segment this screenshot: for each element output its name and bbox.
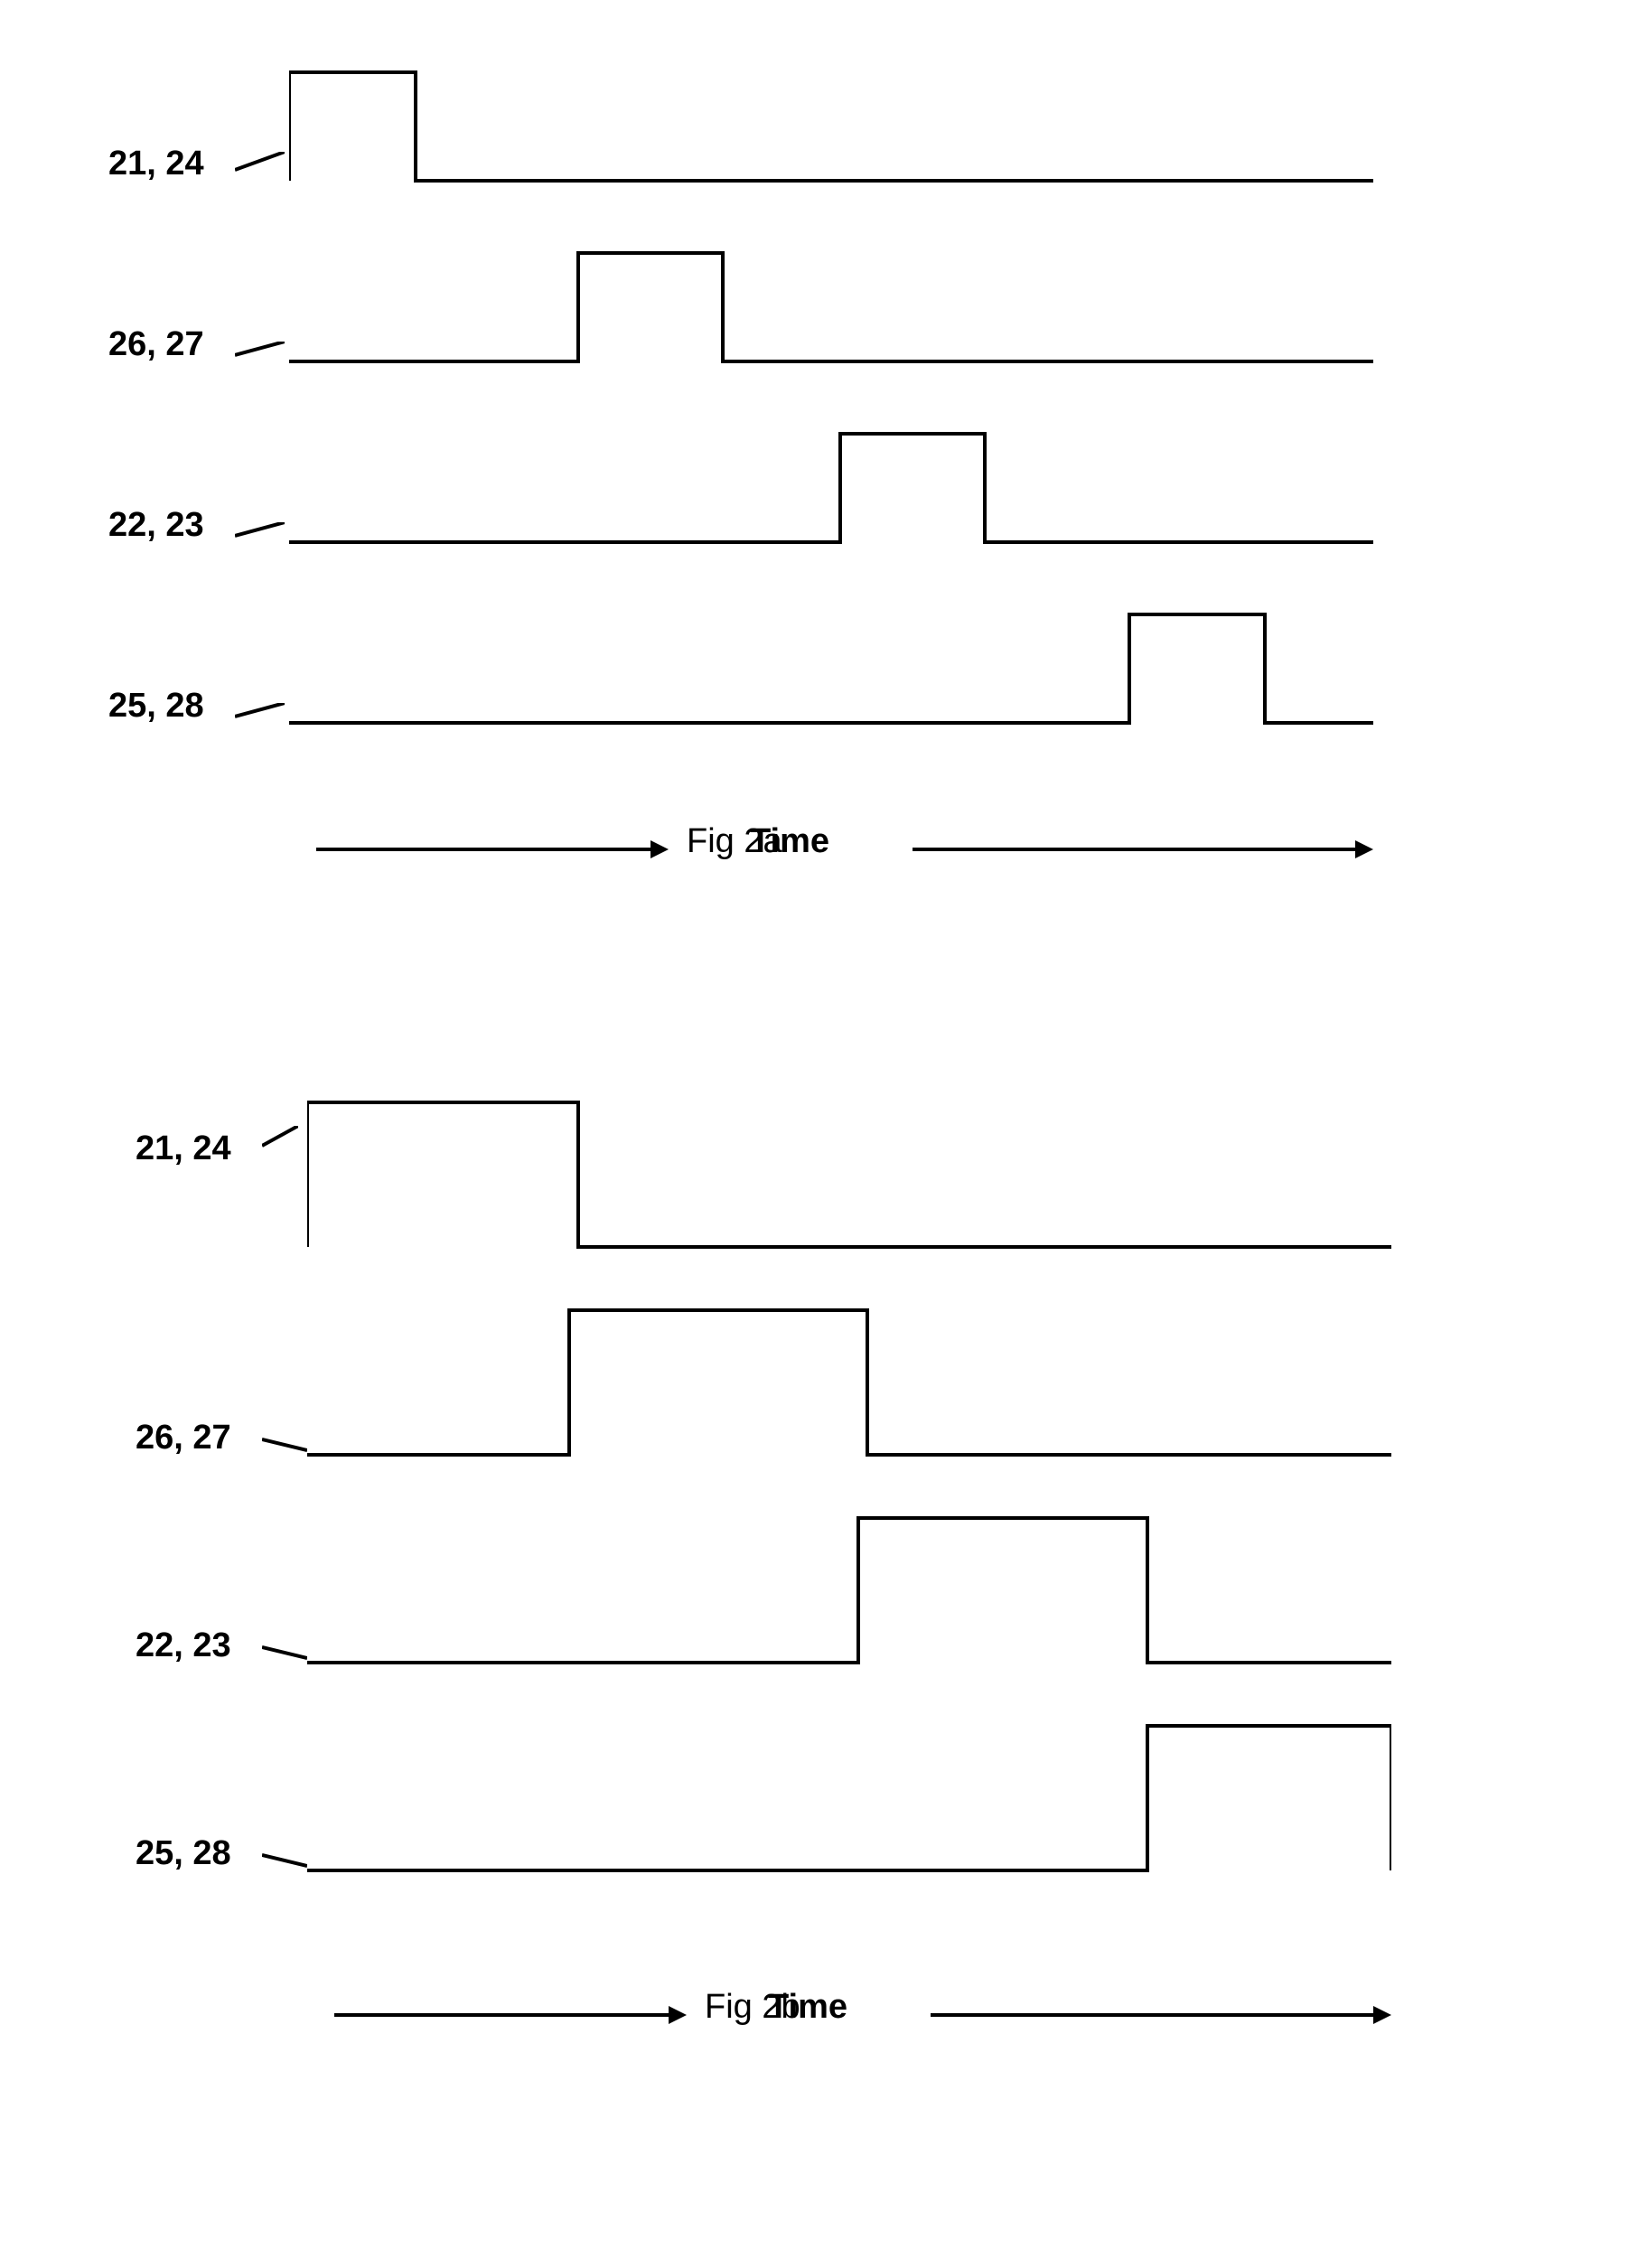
signal-row-b1: 26, 27: [0, 1292, 1638, 1491]
label-tick-1: [235, 342, 285, 358]
label-tick-0: [235, 152, 285, 173]
waveform-1: [289, 235, 1373, 380]
signal-label-0: 21, 24: [108, 145, 204, 183]
waveform-b3: [307, 1708, 1391, 1888]
signal-label-b3: 25, 28: [136, 1834, 231, 1873]
waveform-b2: [307, 1500, 1391, 1681]
time-arrow-left-b: [334, 2001, 687, 2029]
time-arrow-right: [913, 836, 1373, 863]
label-tick-b1: [262, 1437, 307, 1453]
waveform-b1: [307, 1292, 1391, 1473]
signal-row-b3: 25, 28: [0, 1708, 1638, 1907]
label-tick-b2: [262, 1645, 307, 1661]
label-tick-b0: [262, 1126, 298, 1148]
signal-label-1: 26, 27: [108, 325, 204, 364]
waveform-0: [289, 54, 1373, 199]
waveform-3: [289, 596, 1373, 741]
waveform-b0: [307, 1084, 1391, 1265]
signal-row-2: 22, 23: [0, 416, 1638, 578]
time-label-2b: Time: [768, 1988, 847, 2027]
signal-row-b0: 21, 24: [0, 1084, 1638, 1283]
waveform-2: [289, 416, 1373, 560]
signal-label-b0: 21, 24: [136, 1129, 231, 1168]
figure-2a: 21, 24 26, 27 22, 23 25, 28: [0, 54, 1638, 861]
label-tick-b3: [262, 1852, 307, 1869]
signal-label-b1: 26, 27: [136, 1419, 231, 1457]
time-arrow-right-b: [931, 2001, 1391, 2029]
label-tick-2: [235, 522, 285, 539]
signal-row-0: 21, 24: [0, 54, 1638, 217]
signal-label-b2: 22, 23: [136, 1626, 231, 1665]
time-arrow-left: [316, 836, 669, 863]
signal-row-b2: 22, 23: [0, 1500, 1638, 1699]
label-tick-3: [235, 703, 285, 719]
signal-row-1: 26, 27: [0, 235, 1638, 398]
signal-row-3: 25, 28: [0, 596, 1638, 759]
figure-2b: 21, 24 26, 27 22, 23 25, 28: [0, 1084, 1638, 2027]
time-label-2a: Time: [750, 822, 829, 861]
signal-label-3: 25, 28: [108, 687, 204, 726]
signal-label-2: 22, 23: [108, 506, 204, 545]
